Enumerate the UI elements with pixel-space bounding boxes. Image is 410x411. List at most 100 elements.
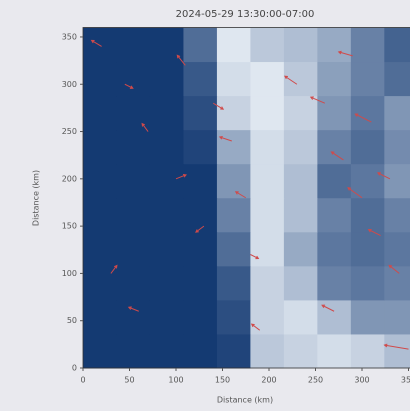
quiver-arrow <box>321 304 335 312</box>
quiver-arrow <box>110 264 118 274</box>
heat-cell <box>384 197 410 233</box>
heat-cell <box>250 231 285 267</box>
heat-cell <box>83 95 117 131</box>
heat-cell <box>183 27 218 63</box>
heat-cell <box>283 163 318 199</box>
heat-cell <box>116 231 151 267</box>
heat-cell <box>350 299 385 335</box>
quiver-arrow <box>124 83 134 89</box>
quiver-arrow <box>90 39 102 47</box>
heat-cell <box>350 231 385 267</box>
quiver-arrow <box>234 191 247 199</box>
quiver-arrow <box>383 343 409 350</box>
heat-cell <box>116 95 151 131</box>
heat-cell <box>283 231 318 267</box>
heat-cell <box>116 27 151 63</box>
heat-cell <box>250 163 285 199</box>
heat-cell <box>283 95 318 131</box>
heat-cell <box>83 231 117 267</box>
quiver-arrow <box>367 228 381 237</box>
quiver-arrow <box>218 135 232 142</box>
y-tick-label: 0 <box>72 364 77 373</box>
heat-cell <box>384 163 410 199</box>
y-axis-label: Distance (km) <box>32 170 41 226</box>
heat-cell <box>283 27 318 63</box>
heat-cell <box>149 95 184 131</box>
heat-cell <box>216 265 251 301</box>
heat-cell <box>116 163 151 199</box>
x-tick-label: 50 <box>124 376 134 385</box>
quiver-arrow <box>337 50 353 57</box>
heat-cell <box>116 265 151 301</box>
heat-cell <box>250 95 285 131</box>
heat-cell <box>350 95 385 131</box>
heat-cell <box>183 265 218 301</box>
heat-cell <box>149 299 184 335</box>
heat-cell <box>350 129 385 165</box>
heat-cell <box>116 197 151 233</box>
quiver-arrow <box>175 173 187 180</box>
heat-cell <box>283 265 318 301</box>
quiver-arrow <box>388 264 400 274</box>
heat-cell <box>250 27 285 63</box>
x-axis-label: Distance (km) <box>217 396 273 405</box>
heat-cell <box>283 197 318 233</box>
heat-cell <box>317 163 352 199</box>
heat-cell <box>116 333 151 369</box>
quiver-arrow <box>212 102 225 110</box>
heat-cell <box>250 61 285 97</box>
x-tick-label: 350 <box>401 376 410 385</box>
heat-cell <box>317 231 352 267</box>
quiver-arrow <box>354 113 372 123</box>
heat-cell <box>317 27 352 63</box>
heat-cell <box>83 27 117 63</box>
quiver-arrow <box>309 96 325 104</box>
x-tick-label: 200 <box>261 376 276 385</box>
heat-cell <box>216 129 251 165</box>
x-tick-label: 300 <box>354 376 369 385</box>
heat-cell <box>350 265 385 301</box>
heat-cell <box>317 61 352 97</box>
heat-cell <box>116 61 151 97</box>
heat-cell <box>183 95 218 131</box>
x-tick-label: 100 <box>168 376 183 385</box>
chart-title: 2024-05-29 13:30:00-07:00 <box>176 9 315 20</box>
heat-cell <box>317 95 352 131</box>
heat-cell <box>216 163 251 199</box>
heat-cell <box>83 299 117 335</box>
y-tick-label: 150 <box>62 222 77 231</box>
heat-cell <box>283 129 318 165</box>
heat-cell <box>183 61 218 97</box>
heat-cell <box>384 95 410 131</box>
heat-cell <box>317 129 352 165</box>
heat-cell <box>149 231 184 267</box>
heat-cell <box>250 265 285 301</box>
heat-cell <box>384 333 410 369</box>
heat-cell <box>384 299 410 335</box>
quiver-arrow <box>250 323 260 331</box>
heat-cell <box>350 197 385 233</box>
plot-frame <box>82 27 410 369</box>
heat-cell <box>250 197 285 233</box>
heat-cell <box>317 197 352 233</box>
quiver-arrow <box>376 172 391 180</box>
heat-cell <box>183 231 218 267</box>
heat-cell <box>216 197 251 233</box>
heat-cell <box>317 265 352 301</box>
heat-cell <box>83 333 117 369</box>
heat-cell <box>216 299 251 335</box>
heat-cell <box>83 197 117 233</box>
heat-cell <box>250 333 285 369</box>
heat-cell <box>149 163 184 199</box>
heat-cell <box>116 299 151 335</box>
heat-cell <box>183 197 218 233</box>
y-tick-label: 250 <box>62 127 77 136</box>
heat-cell <box>216 231 251 267</box>
heat-cell <box>350 333 385 369</box>
x-tick-label: 150 <box>215 376 230 385</box>
heat-cell <box>350 61 385 97</box>
heat-cell <box>83 163 117 199</box>
quiver-arrow <box>127 306 139 312</box>
quiver-arrow <box>141 122 149 132</box>
